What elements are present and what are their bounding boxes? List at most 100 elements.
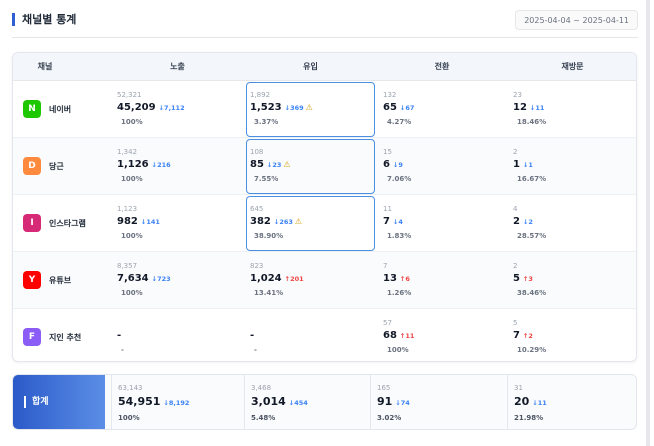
previous-value: 11 <box>383 205 392 213</box>
ratio-value: 100% <box>121 175 143 183</box>
warning-icon: ⚠ <box>283 160 291 169</box>
current-value-line: 2 ↓2 <box>513 216 533 227</box>
page-title: 채널별 통계 <box>12 13 76 26</box>
table-row[interactable]: F 지인 추천 - - - -57 68 ↑11 100% 5 7 ↑2 10.29% <box>13 309 636 361</box>
current-value-line: - <box>250 330 254 341</box>
delta-down: ↓263 <box>273 218 293 226</box>
delta-down: ↓23 <box>266 161 282 169</box>
column-header-conversion: 전환 <box>434 62 450 71</box>
delta-up: ↑201 <box>284 275 304 283</box>
current-value-line: 6 ↓9 <box>383 159 403 170</box>
current-value-line: 3,014 ↓454 <box>251 395 308 408</box>
ratio-value: 5.48% <box>251 414 276 422</box>
current-value-line: 382 ↓263 ⚠ <box>250 216 302 227</box>
delta-down: ↓454 <box>288 399 308 407</box>
table-row[interactable]: Y 유튜브 8,357 7,634 ↓723 100% 823 1,024 ↑201 13.41%… <box>13 252 636 309</box>
delta-down: ↓74 <box>395 399 410 407</box>
current-value: 1,523 <box>250 102 282 113</box>
scrollbar-track[interactable] <box>646 0 650 446</box>
current-value: 91 <box>377 395 393 408</box>
channel-cell: F 지인 추천 <box>23 328 81 346</box>
ratio-value: 100% <box>121 232 143 240</box>
cell-conversion: 57 68 ↑11 100% <box>377 309 507 361</box>
column-header-revisit: 재방문 <box>561 62 584 71</box>
cell-conversion: 15 6 ↓9 7.06% <box>377 138 507 195</box>
delta-up: ↑2 <box>522 332 533 340</box>
ratio-value: 1.26% <box>387 289 412 297</box>
ratio-value: - <box>254 346 257 354</box>
current-value: 2 <box>513 216 520 227</box>
channel-logo-icon: N <box>23 100 41 118</box>
previous-value: 63,143 <box>118 384 143 392</box>
current-value-line: 7 ↑2 <box>513 330 533 341</box>
cell-inflow: 1,892 1,523 ↓369 ⚠ 3.37% <box>244 81 377 138</box>
channel-logo-icon: Y <box>23 271 41 289</box>
current-value-line: 7 ↓4 <box>383 216 403 227</box>
table-row[interactable]: N 네이버 52,321 45,209 ↓7,112 100% 1,892 1,523 ↓369… <box>13 81 636 138</box>
current-value-line: 1 ↓1 <box>513 159 533 170</box>
current-value-line: 65 ↓67 <box>383 102 414 113</box>
table-row[interactable]: D 당근 1,342 1,126 ↓216 100% 108 85 ↓23 ⚠ 7.55% 15 6 ↓9… <box>13 138 636 195</box>
previous-value: 23 <box>513 91 522 99</box>
current-value-line: 68 ↑11 <box>383 330 414 341</box>
cell-revisit: 4 2 ↓2 28.57% <box>507 195 636 252</box>
current-value: 5 <box>513 273 520 284</box>
previous-value: 2 <box>513 262 518 270</box>
current-value-line: 982 ↓141 <box>117 216 160 227</box>
total-row: 합계 63,143 54,951 ↓8,192 100% 3,468 3,014 ↓454 5… <box>12 374 637 430</box>
previous-value: 108 <box>250 148 264 156</box>
ratio-value: 3.02% <box>377 414 402 422</box>
ratio-value: 18.46% <box>517 118 547 126</box>
current-value: - <box>250 330 255 341</box>
current-value: 1 <box>513 159 520 170</box>
delta-down: ↓8,192 <box>163 399 190 407</box>
current-value: 7,634 <box>117 273 149 284</box>
previous-value: 823 <box>250 262 264 270</box>
ratio-value: 21.98% <box>514 414 544 422</box>
delta-up: ↑11 <box>399 332 415 340</box>
ratio-value: 28.57% <box>517 232 547 240</box>
current-value: 1,126 <box>117 159 149 170</box>
table-row[interactable]: I 인스타그램 1,123 982 ↓141 100% 645 382 ↓263 ⚠ 38.90% 1… <box>13 195 636 252</box>
cell-conversion: 11 7 ↓4 1.83% <box>377 195 507 252</box>
column-header-inflow: 유입 <box>303 62 318 71</box>
cell-conversion: 7 13 ↑6 1.26% <box>377 252 507 309</box>
current-value: 12 <box>513 102 527 113</box>
channel-name: 인스타그램 <box>49 218 86 228</box>
previous-value: 4 <box>513 205 518 213</box>
current-value: 7 <box>383 216 390 227</box>
ratio-value: 100% <box>121 118 143 126</box>
cell-impressions: 1,342 1,126 ↓216 100% <box>111 138 244 195</box>
channel-cell: D 당근 <box>23 157 64 175</box>
ratio-value: 100% <box>118 414 140 422</box>
current-value-line: 91 ↓74 <box>377 395 410 408</box>
ratio-value: - <box>121 346 124 354</box>
ratio-value: 7.06% <box>387 175 412 183</box>
current-value: 382 <box>250 216 271 227</box>
table-header: 채널 노출 유입 전환 재방문 <box>13 53 636 81</box>
channel-name: 지인 추천 <box>49 332 82 342</box>
delta-down: ↓9 <box>392 161 403 169</box>
current-value-line: 5 ↑3 <box>513 273 533 284</box>
current-value-line: 12 ↓11 <box>513 102 544 113</box>
cell-inflow: 108 85 ↓23 ⚠ 7.55% <box>244 138 377 195</box>
date-range-picker[interactable]: 2025-04-04 ~ 2025-04-11 <box>515 10 638 30</box>
previous-value: 8,357 <box>117 262 138 270</box>
current-value: 7 <box>513 330 520 341</box>
delta-up: ↑6 <box>399 275 410 283</box>
delta-down: ↓369 <box>284 104 304 112</box>
delta-down: ↓11 <box>532 399 547 407</box>
current-value: 45,209 <box>117 102 156 113</box>
previous-value: 132 <box>383 91 397 99</box>
delta-down: ↓11 <box>529 104 545 112</box>
delta-down: ↓216 <box>151 161 171 169</box>
cell-impressions: 52,321 45,209 ↓7,112 100% <box>111 81 244 138</box>
current-value-line: 1,024 ↑201 <box>250 273 304 284</box>
cell-impressions: -- <box>111 309 244 361</box>
total-conversion: 165 91 ↓74 3.02% <box>370 375 507 429</box>
cell-conversion: 132 65 ↓67 4.27% <box>377 81 507 138</box>
previous-value: 1,342 <box>117 148 138 156</box>
ratio-value: 4.27% <box>387 118 412 126</box>
current-value-line: 45,209 ↓7,112 <box>117 102 185 113</box>
current-value-line: 1,523 ↓369 ⚠ <box>250 102 313 113</box>
